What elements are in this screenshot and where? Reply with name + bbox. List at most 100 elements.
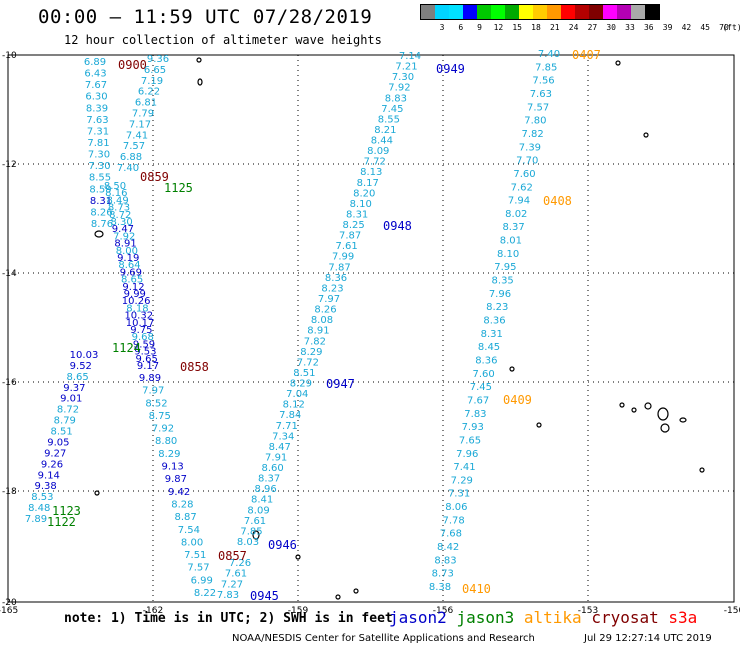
longitude-label: -156 [433,606,454,616]
legend-tick-label: 9 [477,23,483,32]
wave-height-value: 8.41 [251,495,273,506]
wave-height-value: 7.63 [86,115,108,126]
wave-height-value: 7.96 [489,289,511,300]
wave-height-value: 10.17 [126,318,155,329]
island-outline [643,132,649,138]
wave-height-value: 6.22 [138,87,160,98]
wave-height-value: 8.26 [314,305,336,316]
wave-height-value: 8.64 [118,260,140,271]
wave-height-value: 7.96 [456,449,478,460]
island-outline [631,407,637,413]
wave-height-value: 8.51 [293,368,315,379]
legend-tick-label: 33 [625,23,635,32]
wave-height-value: 8.37 [502,222,524,233]
island-outline [660,423,670,433]
wave-height-value: 10.26 [122,296,151,307]
wave-height-value: 8.16 [105,188,127,199]
legend-tick-label: 45 [700,23,711,32]
wave-height-value: 9.53 [134,347,156,358]
color-legend-labels: 3 6 9 12 15 18 21 24 27 30 33 36 39 42 45 70 (ft) [420,23,740,35]
island-outline [252,530,260,540]
wave-height-value: 7.93 [462,422,484,433]
latitude-label: -10 [2,51,17,61]
time-tag: 0409 [503,393,532,407]
sat-legend-s3a: s3a [668,608,698,627]
color-legend: 3 6 9 12 15 18 21 24 27 30 33 36 39 42 45 70 (ft) [420,4,740,32]
wave-height-value: 7.82 [304,336,326,347]
wave-height-value: 7.26 [229,558,251,569]
footer-credit: NOAA/NESDIS Center for Satellite Applica… [232,633,535,644]
wave-height-value: 9.27 [44,448,66,459]
wave-height-value: 7.92 [113,231,135,242]
time-tag: 0408 [543,194,572,208]
wave-height-value: 8.55 [378,114,400,125]
wave-height-value: 7.83 [217,590,239,601]
legend-tick-label: 36 [643,23,654,32]
latitude-label: -18 [2,487,17,497]
pass-0949: 7.147.217.307.928.837.458.558.218.448.09… [237,51,465,548]
sat-legend-jason2: jason2 [389,608,457,627]
wave-height-value: 7.19 [141,76,163,87]
legend-swatch [505,5,519,19]
pass-0858: 9.89 7.978.52 8.75 7.928.80 8.29 9.139.87 9.42… [139,360,216,599]
longitude-label: -159 [288,606,309,616]
legend-tick-label: 3 [439,23,445,32]
island-outline [197,78,203,86]
wave-height-value: 7.31 [87,126,109,137]
pass-time-label: 0859 [140,170,169,184]
time-tag: 1122 [47,515,76,529]
legend-tick-label: 15 [512,23,523,32]
legend-tick-label: 39 [662,23,673,32]
legend-tick-label: 6 [458,23,464,32]
wave-height-value: 8.73 [432,569,454,580]
wave-height-value: 7.34 [272,431,294,442]
wave-height-value: 7.78 [442,515,464,526]
wave-height-value: 8.52 [145,398,167,409]
wave-height-value: 9.75 [130,325,152,336]
wave-height-value: 8.96 [254,484,276,495]
wave-height-value: 7.63 [530,89,552,100]
wave-height-value: 8.91 [307,326,329,337]
legend-swatch [491,5,505,19]
wave-height-value: 8.21 [374,125,396,136]
wave-height-value: 8.75 [149,411,171,422]
wave-height-value: 8.13 [360,167,382,178]
island-outline [196,57,202,63]
pass-time-label: 1124 [112,341,141,355]
latitude-label: -14 [2,269,17,279]
wave-height-value: 8.09 [367,146,389,157]
wave-height-value: 7.27 [221,579,243,590]
wave-height-value: 8.83 [434,555,456,566]
wave-height-value: 9.19 [117,253,139,264]
wave-height-value: 8.09 [247,505,269,516]
wave-height-value: 7.29 [451,475,473,486]
wave-height-value: 8.10 [350,199,372,210]
wave-height-value: 9.42 [168,487,190,498]
legend-swatch [477,5,491,19]
pass-0407: 7.40 7.85 7.56 7.63 7.57 7.80 7.82 7.39 7.70 7.60… [429,48,601,593]
legend-tick-label: 21 [549,23,560,32]
pass-time-label: 0858 [180,360,209,374]
time-tag: 0947 [326,377,355,391]
wave-height-value: 7.85 [535,62,557,73]
wave-height-value: 7.85 [240,526,262,537]
wave-height-value: 7.56 [532,76,554,87]
wave-height-value: 7.67 [467,395,489,406]
island-outline [644,402,652,410]
wave-height-value: 7.92 [152,424,174,435]
wave-height-value: 8.31 [90,196,112,207]
wave-height-value: 8.08 [311,315,333,326]
wave-height-value: 6.30 [85,92,107,103]
wave-height-value: 7.14 [399,51,421,62]
color-legend-bar [420,4,660,20]
wave-height-value: 7.40 [538,49,560,60]
island-outline [295,554,301,560]
page-title: 00:00 – 11:59 UTC 07/28/2019 [38,6,373,28]
wave-height-value: 7.30 [392,72,414,83]
wave-height-value: 7.65 [459,435,481,446]
latitude-label: -20 [2,598,17,608]
pass-time-label: 0407 [572,48,601,62]
wave-height-value: 6.88 [120,152,142,163]
wave-height-value: 7.57 [187,563,209,574]
wave-height-value: 6.43 [84,69,106,80]
